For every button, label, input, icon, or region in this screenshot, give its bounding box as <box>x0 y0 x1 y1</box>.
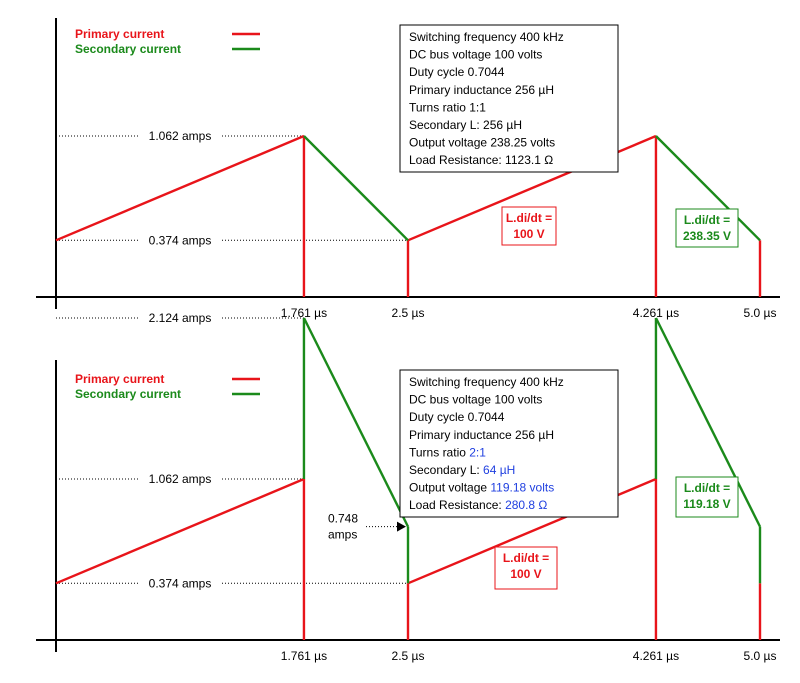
info-line: Switching frequency 400 kHz <box>409 375 564 389</box>
amp-level-label: 0.374 amps <box>149 576 212 590</box>
info-line-part: 64 µH <box>483 463 515 477</box>
info-line-part: Secondary L: <box>409 463 483 477</box>
info-line-part: Load Resistance: <box>409 498 505 512</box>
info-line: Duty cycle 0.7044 <box>409 410 505 424</box>
ldidt-annotation-box <box>675 476 739 518</box>
info-line-part: Turns ratio <box>409 445 469 459</box>
callout-label: 0.748 <box>328 512 358 526</box>
callout-arrowhead <box>397 521 406 532</box>
info-line: DC bus voltage 100 volts <box>409 48 542 62</box>
ldidt-annotation-text: L.di/dt = <box>506 211 552 225</box>
secondary-current-segment <box>303 135 409 242</box>
amp-level-label: 0.374 amps <box>149 233 212 247</box>
amp-level-label: 1.062 amps <box>149 129 212 143</box>
info-box <box>399 24 619 173</box>
callout-label: amps <box>328 528 357 542</box>
legend-label: Secondary current <box>75 42 181 56</box>
ldidt-annotation-box <box>501 206 557 246</box>
ldidt-annotation-text: L.di/dt = <box>503 551 549 565</box>
legend-label: Primary current <box>75 27 164 41</box>
amp-level-label: 2.124 amps <box>149 311 212 325</box>
ldidt-annotation-text: 119.18 V <box>683 497 730 511</box>
info-line-part: 119.18 volts <box>490 481 554 495</box>
amp-level-label: 1.062 amps <box>149 472 212 486</box>
x-tick-label: 1.761 µs <box>281 306 327 320</box>
info-line-part: Load Resistance: 1123.1 Ω <box>409 153 553 167</box>
info-line: Load Resistance: 1123.1 Ω <box>409 153 553 167</box>
info-line-part: Switching frequency 400 kHz <box>409 30 564 44</box>
info-line-part: 280.8 Ω <box>505 498 547 512</box>
info-line: Turns ratio 2:1 <box>409 445 486 459</box>
info-line: Primary inductance 256 µH <box>409 83 554 97</box>
ldidt-annotation-text: 100 V <box>510 567 541 581</box>
bottom-panel: 2.124 amps 1.062 amps 0.374 amps 1.761 µs 2.… <box>36 311 780 663</box>
legend-label: Secondary current <box>75 387 181 401</box>
info-line-part: Secondary L: 256 µH <box>409 118 522 132</box>
ldidt-annotation-box <box>675 208 739 248</box>
primary-current-segment <box>55 134 305 242</box>
info-line-part: Turns ratio 1:1 <box>409 100 486 114</box>
primary-current-segment <box>55 477 305 585</box>
secondary-current-segment <box>654 317 762 528</box>
legend-label: Primary current <box>75 372 164 386</box>
x-tick-label: 2.5 µs <box>392 649 425 663</box>
x-tick-label: 4.261 µs <box>633 306 679 320</box>
info-line-part: Switching frequency 400 kHz <box>409 375 564 389</box>
x-tick-label: 2.5 µs <box>392 306 425 320</box>
info-line-part: DC bus voltage 100 volts <box>409 48 542 62</box>
info-line: Switching frequency 400 kHz <box>409 30 564 44</box>
top-panel: 1.062 amps 0.374 amps 1.761 µs 2.5 µs 4.261 … <box>36 18 780 320</box>
info-line: Duty cycle 0.7044 <box>409 65 505 79</box>
ldidt-annotation-text: 100 V <box>513 227 544 241</box>
info-line-part: DC bus voltage 100 volts <box>409 393 542 407</box>
ldidt-annotation-text: L.di/dt = <box>684 213 730 227</box>
info-line-part: Duty cycle 0.7044 <box>409 410 505 424</box>
x-tick-label: 5.0 µs <box>744 306 777 320</box>
ldidt-annotation-text: 238.35 V <box>683 229 731 243</box>
info-line-part: Primary inductance 256 µH <box>409 428 554 442</box>
info-line-part: 2:1 <box>469 445 486 459</box>
info-line-part: Duty cycle 0.7044 <box>409 65 505 79</box>
info-line-part: Output voltage 238.25 volts <box>409 136 555 150</box>
info-line: Secondary L: 256 µH <box>409 118 522 132</box>
x-tick-label: 4.261 µs <box>633 649 679 663</box>
info-line: DC bus voltage 100 volts <box>409 393 542 407</box>
info-line: Primary inductance 256 µH <box>409 428 554 442</box>
info-line: Turns ratio 1:1 <box>409 100 486 114</box>
info-line-part: Primary inductance 256 µH <box>409 83 554 97</box>
info-line: Load Resistance: 280.8 Ω <box>409 498 547 512</box>
secondary-current-segment <box>655 135 761 242</box>
x-tick-label: 1.761 µs <box>281 649 327 663</box>
ldidt-annotation-box <box>494 546 558 590</box>
info-box <box>399 369 619 518</box>
info-line-part: Output voltage <box>409 481 490 495</box>
secondary-current-segment <box>302 317 410 528</box>
x-tick-label: 5.0 µs <box>744 649 777 663</box>
ldidt-annotation-text: L.di/dt = <box>684 481 730 495</box>
info-line: Output voltage 238.25 volts <box>409 136 555 150</box>
info-line: Output voltage 119.18 volts <box>409 481 554 495</box>
info-line: Secondary L: 64 µH <box>409 463 515 477</box>
